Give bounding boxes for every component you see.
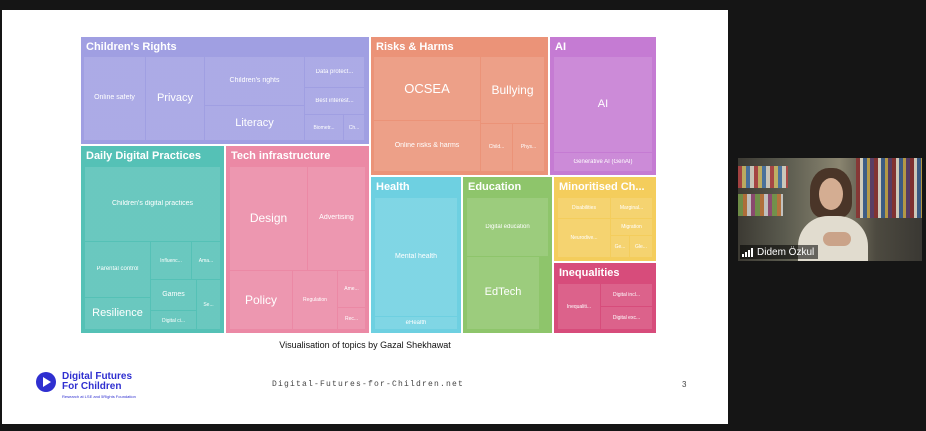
treemap-cell: Resilience: [85, 298, 150, 329]
group-daily-digital-practices: Daily Digital Practices Children's digit…: [81, 146, 224, 333]
logo-line-2: For Children: [62, 381, 122, 392]
treemap-cell: Ge...: [611, 236, 629, 257]
treemap-cell: Literacy: [205, 106, 304, 140]
treemap-cell: Ama...: [192, 242, 220, 279]
treemap-cell: Digital incl...: [601, 284, 652, 306]
play-icon: [36, 372, 56, 392]
treemap-cell: Regulation: [293, 271, 337, 329]
treemap-cell: Disabilities: [558, 198, 610, 218]
treemap-cell: Digital ci...: [151, 311, 196, 329]
treemap-cell: Influenc...: [151, 242, 191, 279]
treemap-cell: Online safety: [84, 57, 145, 140]
treemap-cell: Biometr...: [305, 115, 343, 140]
treemap-cell: Digital education: [467, 198, 548, 256]
logo-tagline: Research at LSE and 5Rights Foundation: [62, 394, 136, 399]
group-inequalities: Inequalities Inequaliti... Digital incl.…: [554, 263, 656, 333]
video-background: [738, 166, 788, 188]
treemap-cell: Mental health: [375, 198, 457, 316]
logo-line-1: Digital Futures: [62, 371, 133, 382]
group-tech-infrastructure: Tech infrastructure Design Advertising P…: [226, 146, 369, 333]
treemap-cell: Neurodive...: [558, 219, 610, 257]
group-health: Health Mental health eHealth: [371, 177, 461, 333]
treemap-cell: Data protect...: [305, 57, 364, 87]
treemap-cell: Policy: [230, 271, 292, 329]
treemap-cell: Generative AI (GenAI): [554, 153, 652, 171]
treemap-cell: Design: [230, 167, 307, 270]
treemap-cell: Inequaliti...: [558, 284, 600, 329]
participant-name-tag: Didem Özkul: [740, 245, 819, 259]
treemap-cell: Rec...: [338, 308, 365, 329]
treemap-cell: Migration: [611, 219, 652, 235]
treemap-cell: Digital exc...: [601, 307, 652, 329]
group-minoritised-children: Minoritised Ch... Disabilities Marginal.…: [554, 177, 656, 261]
treemap-cell: Best interest...: [305, 88, 364, 114]
treemap-cell: EdTech: [467, 257, 539, 329]
signal-bars-icon: [742, 247, 753, 257]
treemap-cell: Games: [151, 280, 196, 310]
group-title: Inequalities: [559, 267, 620, 279]
slide-page-number: 3: [682, 380, 687, 389]
video-background: [856, 158, 922, 218]
group-title: Health: [376, 181, 410, 193]
group-title: Tech infrastructure: [231, 150, 331, 162]
participant-hands: [823, 232, 851, 246]
participant-name: Didem Özkul: [757, 246, 815, 258]
group-title: Education: [468, 181, 522, 193]
treemap-cell: Online risks & harms: [374, 121, 480, 171]
presentation-slide: Children's Rights Online safety Privacy …: [2, 10, 728, 424]
treemap-cell: Marginal...: [611, 198, 652, 218]
treemap-cell: Ame...: [338, 271, 365, 307]
slide-caption: Visualisation of topics by Gazal Shekhaw…: [279, 340, 451, 350]
digital-futures-logo: Digital Futures For Children Research at…: [36, 370, 176, 412]
treemap-cell: Parental control: [85, 242, 150, 297]
treemap-cell: Children's digital practices: [85, 167, 220, 241]
group-ai: AI AI Generative AI (GenAI): [550, 37, 656, 175]
group-title: Risks & Harms: [376, 41, 454, 53]
treemap-cell: eHealth: [375, 317, 457, 329]
treemap-cell: Child...: [481, 124, 512, 171]
treemap-cell: AI: [554, 57, 652, 152]
video-background: [738, 194, 783, 216]
treemap-cell: Se...: [197, 280, 220, 329]
group-title: AI: [555, 41, 566, 53]
treemap-cell: Ch...: [344, 115, 364, 140]
footer-url: Digital-Futures-for-Children.net: [272, 380, 465, 389]
group-education: Education Digital education EdTech: [463, 177, 552, 333]
participant-face: [819, 178, 843, 210]
treemap-cell: Children's rights: [205, 57, 304, 105]
treemap-cell: Privacy: [146, 57, 204, 140]
treemap-cell: Bullying: [481, 57, 544, 123]
treemap-cell: OCSEA: [374, 57, 480, 120]
group-childrens-rights: Children's Rights Online safety Privacy …: [81, 37, 369, 144]
treemap-cell: Gle...: [630, 236, 652, 257]
group-title: Minoritised Ch...: [559, 181, 645, 193]
group-title: Daily Digital Practices: [86, 150, 201, 162]
treemap-cell: Advertising: [308, 167, 365, 270]
participant-video-tile[interactable]: Didem Özkul: [738, 158, 922, 261]
group-title: Children's Rights: [86, 41, 177, 53]
treemap-cell: Phys...: [513, 124, 544, 171]
group-risks-harms: Risks & Harms OCSEA Bullying Online risk…: [371, 37, 548, 175]
